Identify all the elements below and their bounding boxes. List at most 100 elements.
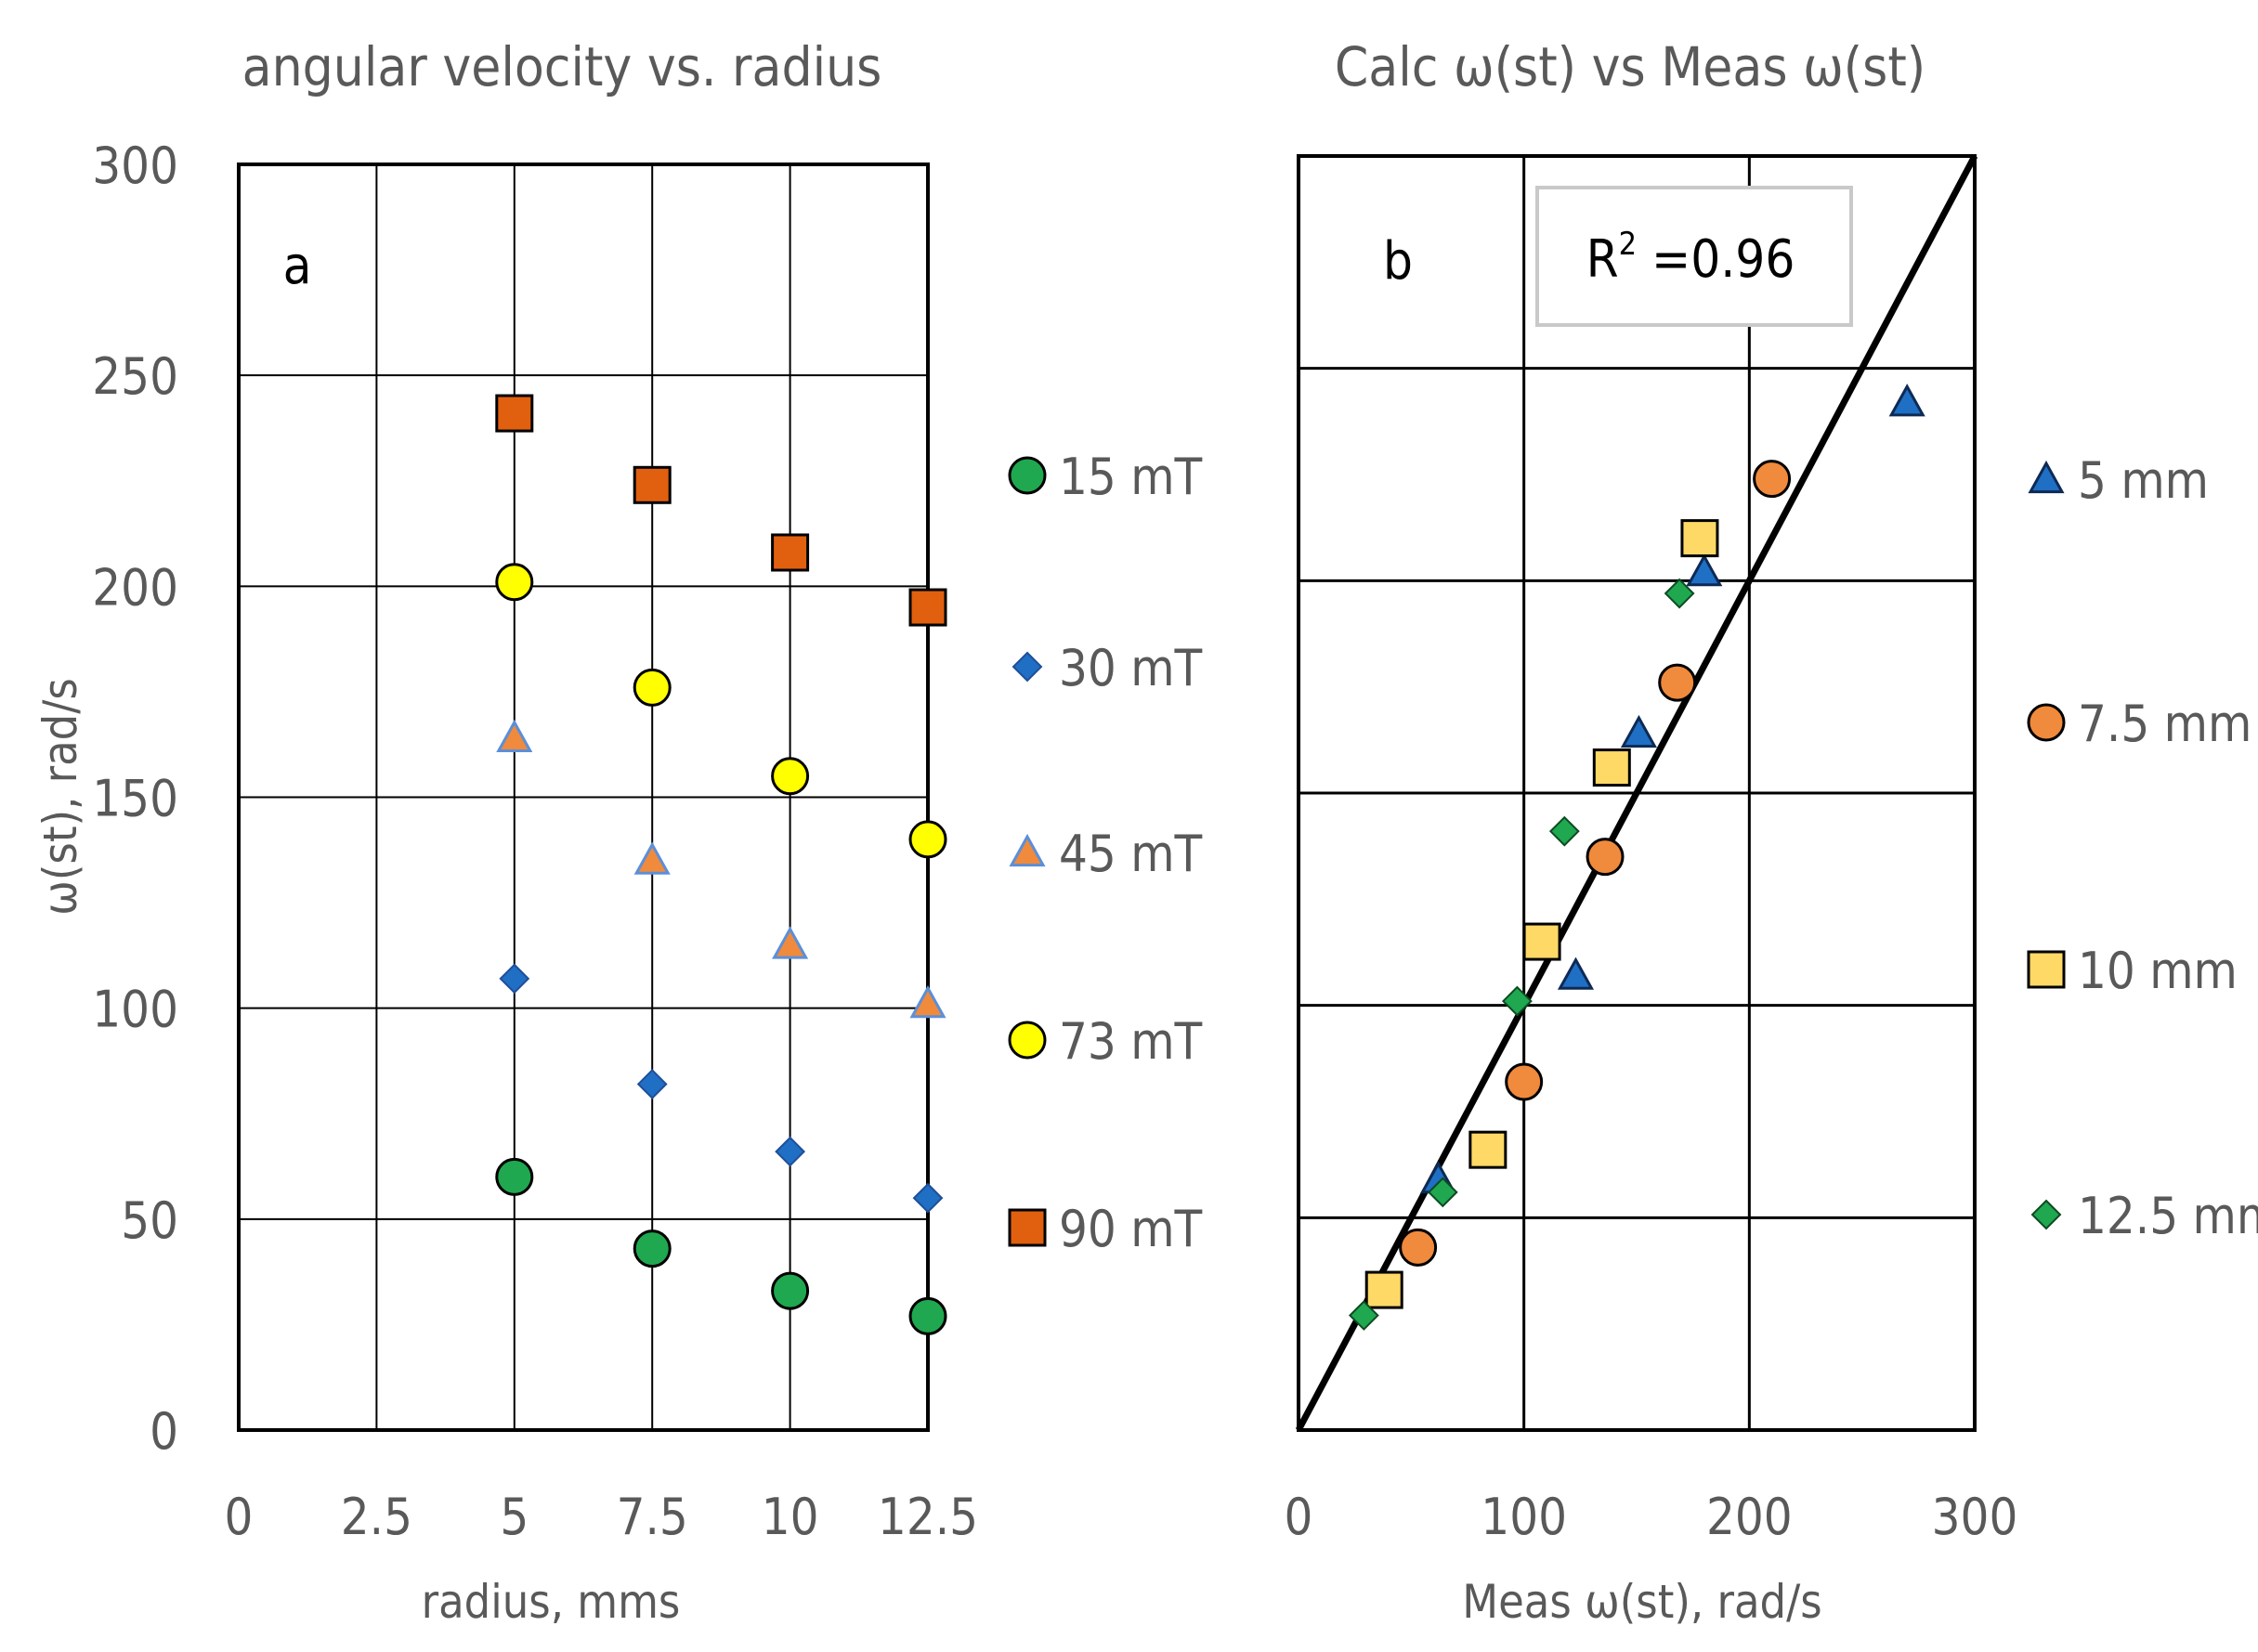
chart-b-point [1658,663,1697,702]
chart-a-legend-label: 90 mT [1059,1200,1203,1258]
chart-b-legend-label: 12.5 mm [2078,1187,2258,1245]
chart-b-plot-frame [1297,154,1977,1432]
chart-b-point [1348,1300,1379,1331]
chart-a-legend-label: 30 mT [1059,639,1203,697]
chart-b-point [1548,815,1580,847]
chart-b-legend-label: 7.5 mm [2078,695,2251,753]
chart-a-point [499,963,530,995]
chart-b-point [1592,748,1631,787]
chart-a-x-tick-labels: 0 2.5 5 7.5 10 12.5 [225,1488,979,1546]
chart-a-y-axis-label: ω(st), rad/s [33,678,87,916]
chart-a-y-tick-label: 50 [121,1191,178,1250]
chart-b-title: Calc ω(st) vs Meas ω(st) [1335,35,1925,98]
chart-a-x-tick-label: 5 [500,1488,529,1546]
chart-a-point [775,1136,806,1167]
chart-a-x-tick-label: 12.5 [878,1488,978,1546]
chart-a-y-tick-label: 200 [92,558,178,617]
chart-a-data-points [495,394,947,1335]
chart-a-point [908,1296,947,1335]
chart-b-point [1364,1270,1403,1309]
chart-a-legend-marker [1008,1021,1047,1060]
chart-a-legend: 15 mT 30 mT 45 mT 73 mT 90 mT [1008,448,1203,1258]
chart-a-point [771,533,810,572]
chart-a-panel-label: a [283,236,312,296]
chart-a-y-tick-labels: 0 50 100 150 200 250 300 [92,137,178,1461]
chart-a-point [633,841,671,875]
chart-a-point [908,588,947,627]
chart-b-point [1505,1062,1544,1101]
chart-b-x-tick-label: 0 [1285,1488,1313,1546]
chart-b-x-axis-label: Meas ω(st), rad/s [1462,1575,1821,1629]
chart-b-point [1501,985,1533,1017]
chart-b-point [1586,838,1625,877]
chart-b-fit-line-segment [1295,154,1978,1432]
chart-a-point [495,394,534,433]
chart-a-y-tick-label: 0 [150,1402,178,1461]
chart-a-legend-marker [1012,651,1043,683]
chart-b-panel-label: b [1383,231,1413,292]
chart-b-point [1888,384,1925,417]
chart-a-point [495,1157,534,1196]
chart-a-point [633,668,672,707]
chart-a-plot-frame [237,163,930,1432]
chart-b-x-tick-label: 200 [1706,1488,1793,1546]
chart-a-x-tick-label: 7.5 [617,1488,688,1546]
chart-b-point [1557,956,1595,990]
chart-a-legend-label: 45 mT [1059,825,1203,883]
chart-b-legend-label: 10 mm [2078,942,2238,1000]
chart-a-point [771,1271,810,1310]
chart-b-point [1686,553,1723,587]
r-squared-value: =0.96 [1637,229,1795,290]
chart-b-point [1620,714,1657,748]
chart-b-legend-marker [2030,1199,2062,1230]
chart-b-legend: 5 mm 7.5 mm 10 mm 12.5 mm [2027,451,2258,1245]
chart-a-point [771,757,810,796]
chart-a-legend-marker [1008,456,1047,495]
chart-a: angular velocity vs. radius 050100150200… [33,35,1203,1629]
chart-a-y-tick-label: 150 [92,770,178,828]
r-squared-label: R [1586,229,1619,290]
chart-a-y-tick-label: 100 [92,981,178,1039]
chart-a-legend-label: 73 mT [1059,1012,1203,1071]
chart-b-legend-marker [2028,460,2065,494]
chart-a-x-tick-label: 10 [762,1488,819,1546]
chart-a-y-tick-label: 250 [92,347,178,406]
chart-a-legend-marker [1008,1208,1047,1247]
chart-a-point [495,563,534,602]
chart-a-legend-marker [1009,833,1046,867]
r-squared-sup: 2 [1619,226,1637,263]
chart-b: Calc ω(st) vs Meas ω(st) 0 100 200 300 Meas… [1285,35,2258,1629]
chart-b-x-tick-label: 100 [1481,1488,1567,1546]
chart-b-point [1399,1228,1438,1267]
chart-b-x-tick-label: 300 [1932,1488,2018,1546]
chart-a-point [636,1069,668,1099]
chart-a-y-tick-label: 300 [92,137,178,195]
chart-a-point [912,1182,944,1214]
chart-b-legend-marker [2027,950,2066,989]
r-squared-text: R2 =0.96 [1586,226,1795,290]
chart-b-legend-label: 5 mm [2078,451,2209,510]
chart-a-point [908,820,947,859]
chart-b-fit-line [1295,154,1978,1432]
chart-b-x-tick-labels: 0 100 200 300 [1285,1488,2018,1546]
chart-a-title: angular velocity vs. radius [242,35,882,98]
chart-b-point [1468,1130,1508,1169]
chart-a-point [496,719,533,752]
chart-a-legend-label: 15 mT [1059,448,1203,506]
chart-a-x-axis-label: radius, mms [422,1575,681,1629]
chart-a-x-tick-label: 2.5 [341,1488,412,1546]
chart-a-point [633,465,672,504]
chart-b-legend-marker [2027,703,2066,742]
chart-b-point [1522,922,1561,961]
chart-a-x-tick-label: 0 [225,1488,254,1546]
chart-b-point [1753,460,1792,499]
chart-a-point [633,1229,672,1268]
r-squared-box [1535,186,1853,327]
chart-b-point [1680,519,1719,558]
chart-b-point [1427,1177,1458,1208]
chart-b-point [1664,578,1695,609]
chart-a-point [772,926,809,959]
r-squared-annotation: R2 =0.96 [1535,186,1853,327]
chart-a-point [909,985,946,1019]
